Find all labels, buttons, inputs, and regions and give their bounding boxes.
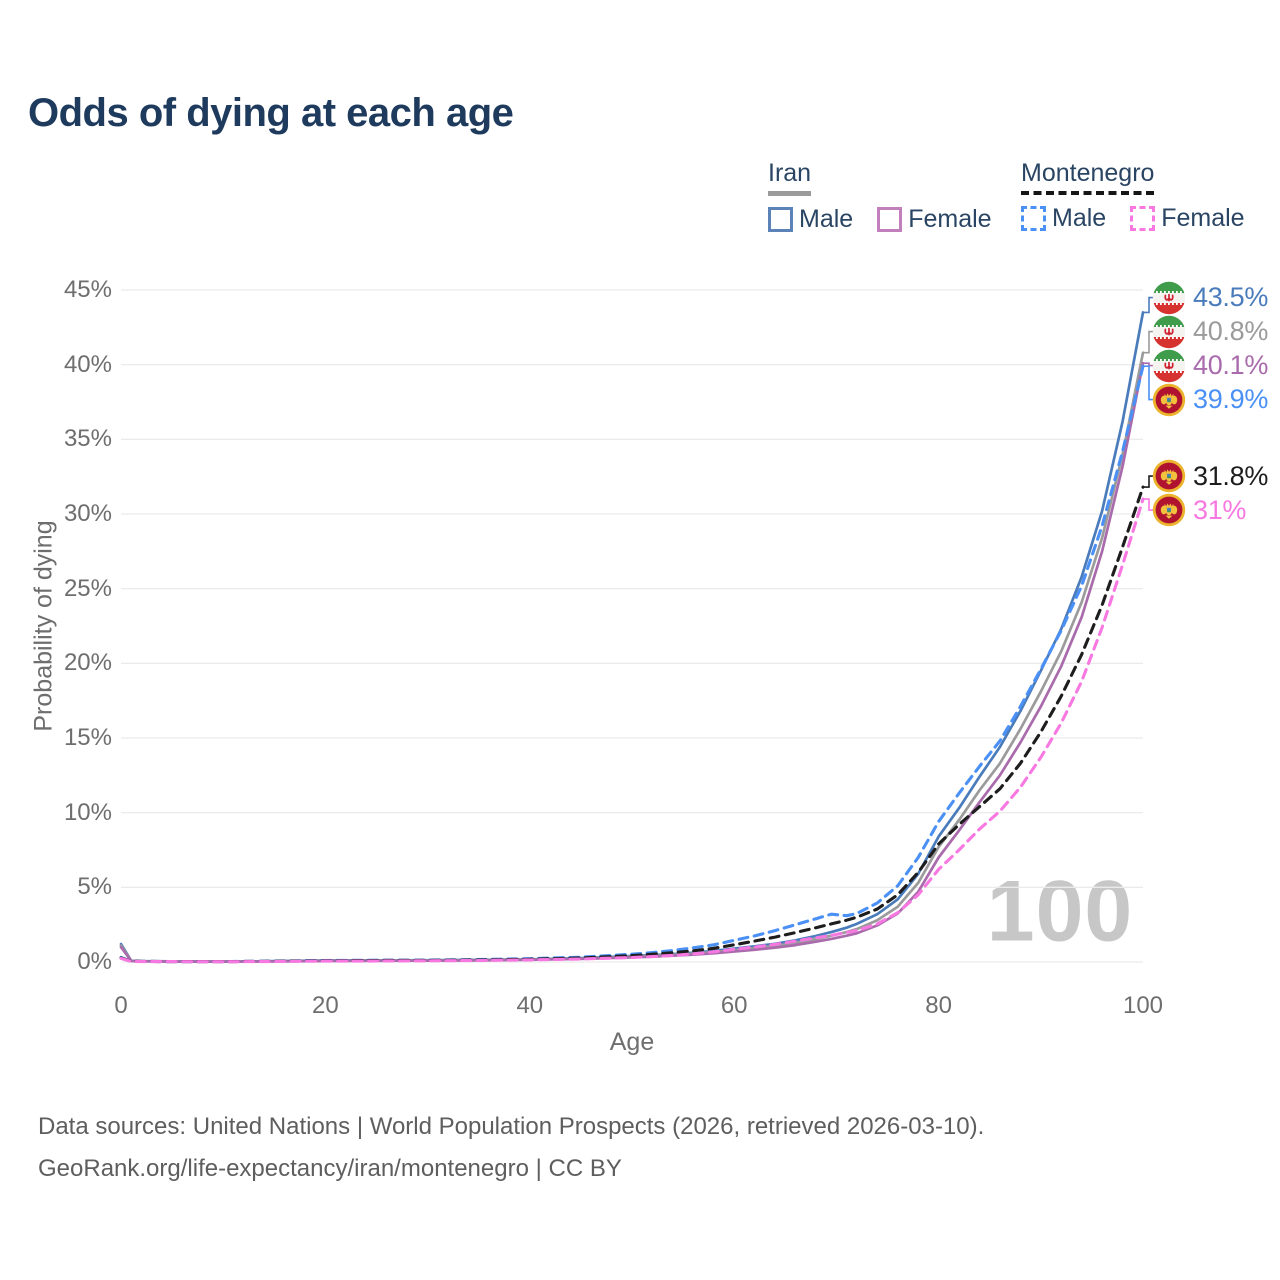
y-tick-label: 30%: [63, 500, 112, 527]
end-label-montenegro-both: 31.8%: [1152, 459, 1268, 493]
y-tick-label: 25%: [63, 574, 112, 602]
legend-item-iran-male[interactable]: Male: [768, 205, 853, 234]
end-label-montenegro-female: 31%: [1152, 493, 1246, 527]
end-label-iran-female: 40.1%: [1152, 349, 1268, 383]
iran-flag-icon: [1152, 315, 1186, 349]
page-title: Odds of dying at each age: [28, 91, 514, 135]
x-tick-label: 60: [720, 992, 748, 1019]
legend-swatch-iran-female[interactable]: [877, 206, 903, 232]
footer: Data sources: United Nations | World Pop…: [38, 1106, 984, 1190]
legend-item-label: Male: [1052, 203, 1107, 232]
montenegro-flag-icon: [1152, 383, 1186, 417]
iran-flag-icon: [1152, 315, 1186, 348]
x-axis-title: Age: [609, 1028, 655, 1056]
age-counter-watermark: 100: [986, 863, 1134, 960]
x-tick-label: 40: [516, 992, 544, 1019]
legend-group-label-iran: Iran: [768, 159, 812, 196]
end-label-iran-male: 43.5%: [1152, 281, 1268, 315]
legend-item-label: Male: [799, 204, 854, 233]
legend-item-label: Female: [1161, 203, 1245, 232]
x-tick-label: 100: [1122, 992, 1164, 1019]
iran-flag-icon: [1152, 349, 1186, 382]
legend-group-montenegro: Montenegro Male Female: [1021, 159, 1269, 233]
y-axis-title: Probability of dying: [29, 520, 58, 732]
end-label-iran-both: 40.8%: [1152, 315, 1268, 349]
legend-item-montenegro-female[interactable]: Female: [1130, 203, 1245, 233]
y-tick-label: 35%: [63, 425, 112, 453]
legend-item-label: Female: [908, 204, 992, 233]
end-label-montenegro-male: 39.9%: [1152, 383, 1268, 417]
legend-swatch-iran-male[interactable]: [768, 206, 793, 232]
legend-items-montenegro: Male Female: [1021, 204, 1269, 233]
y-tick-label: 5%: [77, 873, 112, 901]
y-tick-label: 40%: [63, 350, 112, 378]
footer-attribution: GeoRank.org/life-expectancy/iran/montene…: [38, 1155, 622, 1182]
legend-group-iran: Iran Male Female: [768, 159, 1016, 234]
end-label-value: 31%: [1193, 494, 1247, 525]
x-tick-label: 80: [925, 992, 952, 1019]
y-tick-label: 0%: [77, 948, 112, 975]
y-tick-label: 10%: [63, 798, 112, 826]
iran-flag-icon: [1152, 349, 1186, 383]
montenegro-flag-icon: [1152, 383, 1186, 416]
y-tick-label: 15%: [63, 724, 112, 751]
montenegro-flag-icon: [1152, 459, 1186, 493]
end-label-value: 39.9%: [1193, 384, 1269, 415]
end-label-value: 40.8%: [1193, 316, 1269, 347]
montenegro-flag-icon: [1152, 493, 1186, 527]
legend-group-label-montenegro: Montenegro: [1021, 159, 1155, 195]
end-label-value: 31.8%: [1193, 460, 1269, 491]
legend-item-montenegro-male[interactable]: Male: [1021, 204, 1106, 233]
y-tick-label: 20%: [63, 649, 112, 677]
legend-items-iran: Male Female: [768, 205, 1016, 234]
iran-flag-icon: [1152, 281, 1186, 314]
x-tick-label: 20: [312, 992, 339, 1019]
end-label-value: 40.1%: [1193, 350, 1269, 381]
x-tick-label: 0: [114, 992, 128, 1019]
end-label-value: 43.5%: [1193, 282, 1269, 313]
legend-swatch-montenegro-male[interactable]: [1021, 205, 1046, 231]
y-tick-label: 45%: [63, 276, 112, 303]
montenegro-flag-icon: [1152, 493, 1186, 527]
footer-data-sources: Data sources: United Nations | World Pop…: [38, 1113, 985, 1140]
legend-item-iran-female[interactable]: Female: [877, 204, 992, 234]
iran-flag-icon: [1152, 281, 1186, 315]
legend-swatch-montenegro-female[interactable]: [1130, 205, 1156, 231]
montenegro-flag-icon: [1152, 459, 1186, 493]
